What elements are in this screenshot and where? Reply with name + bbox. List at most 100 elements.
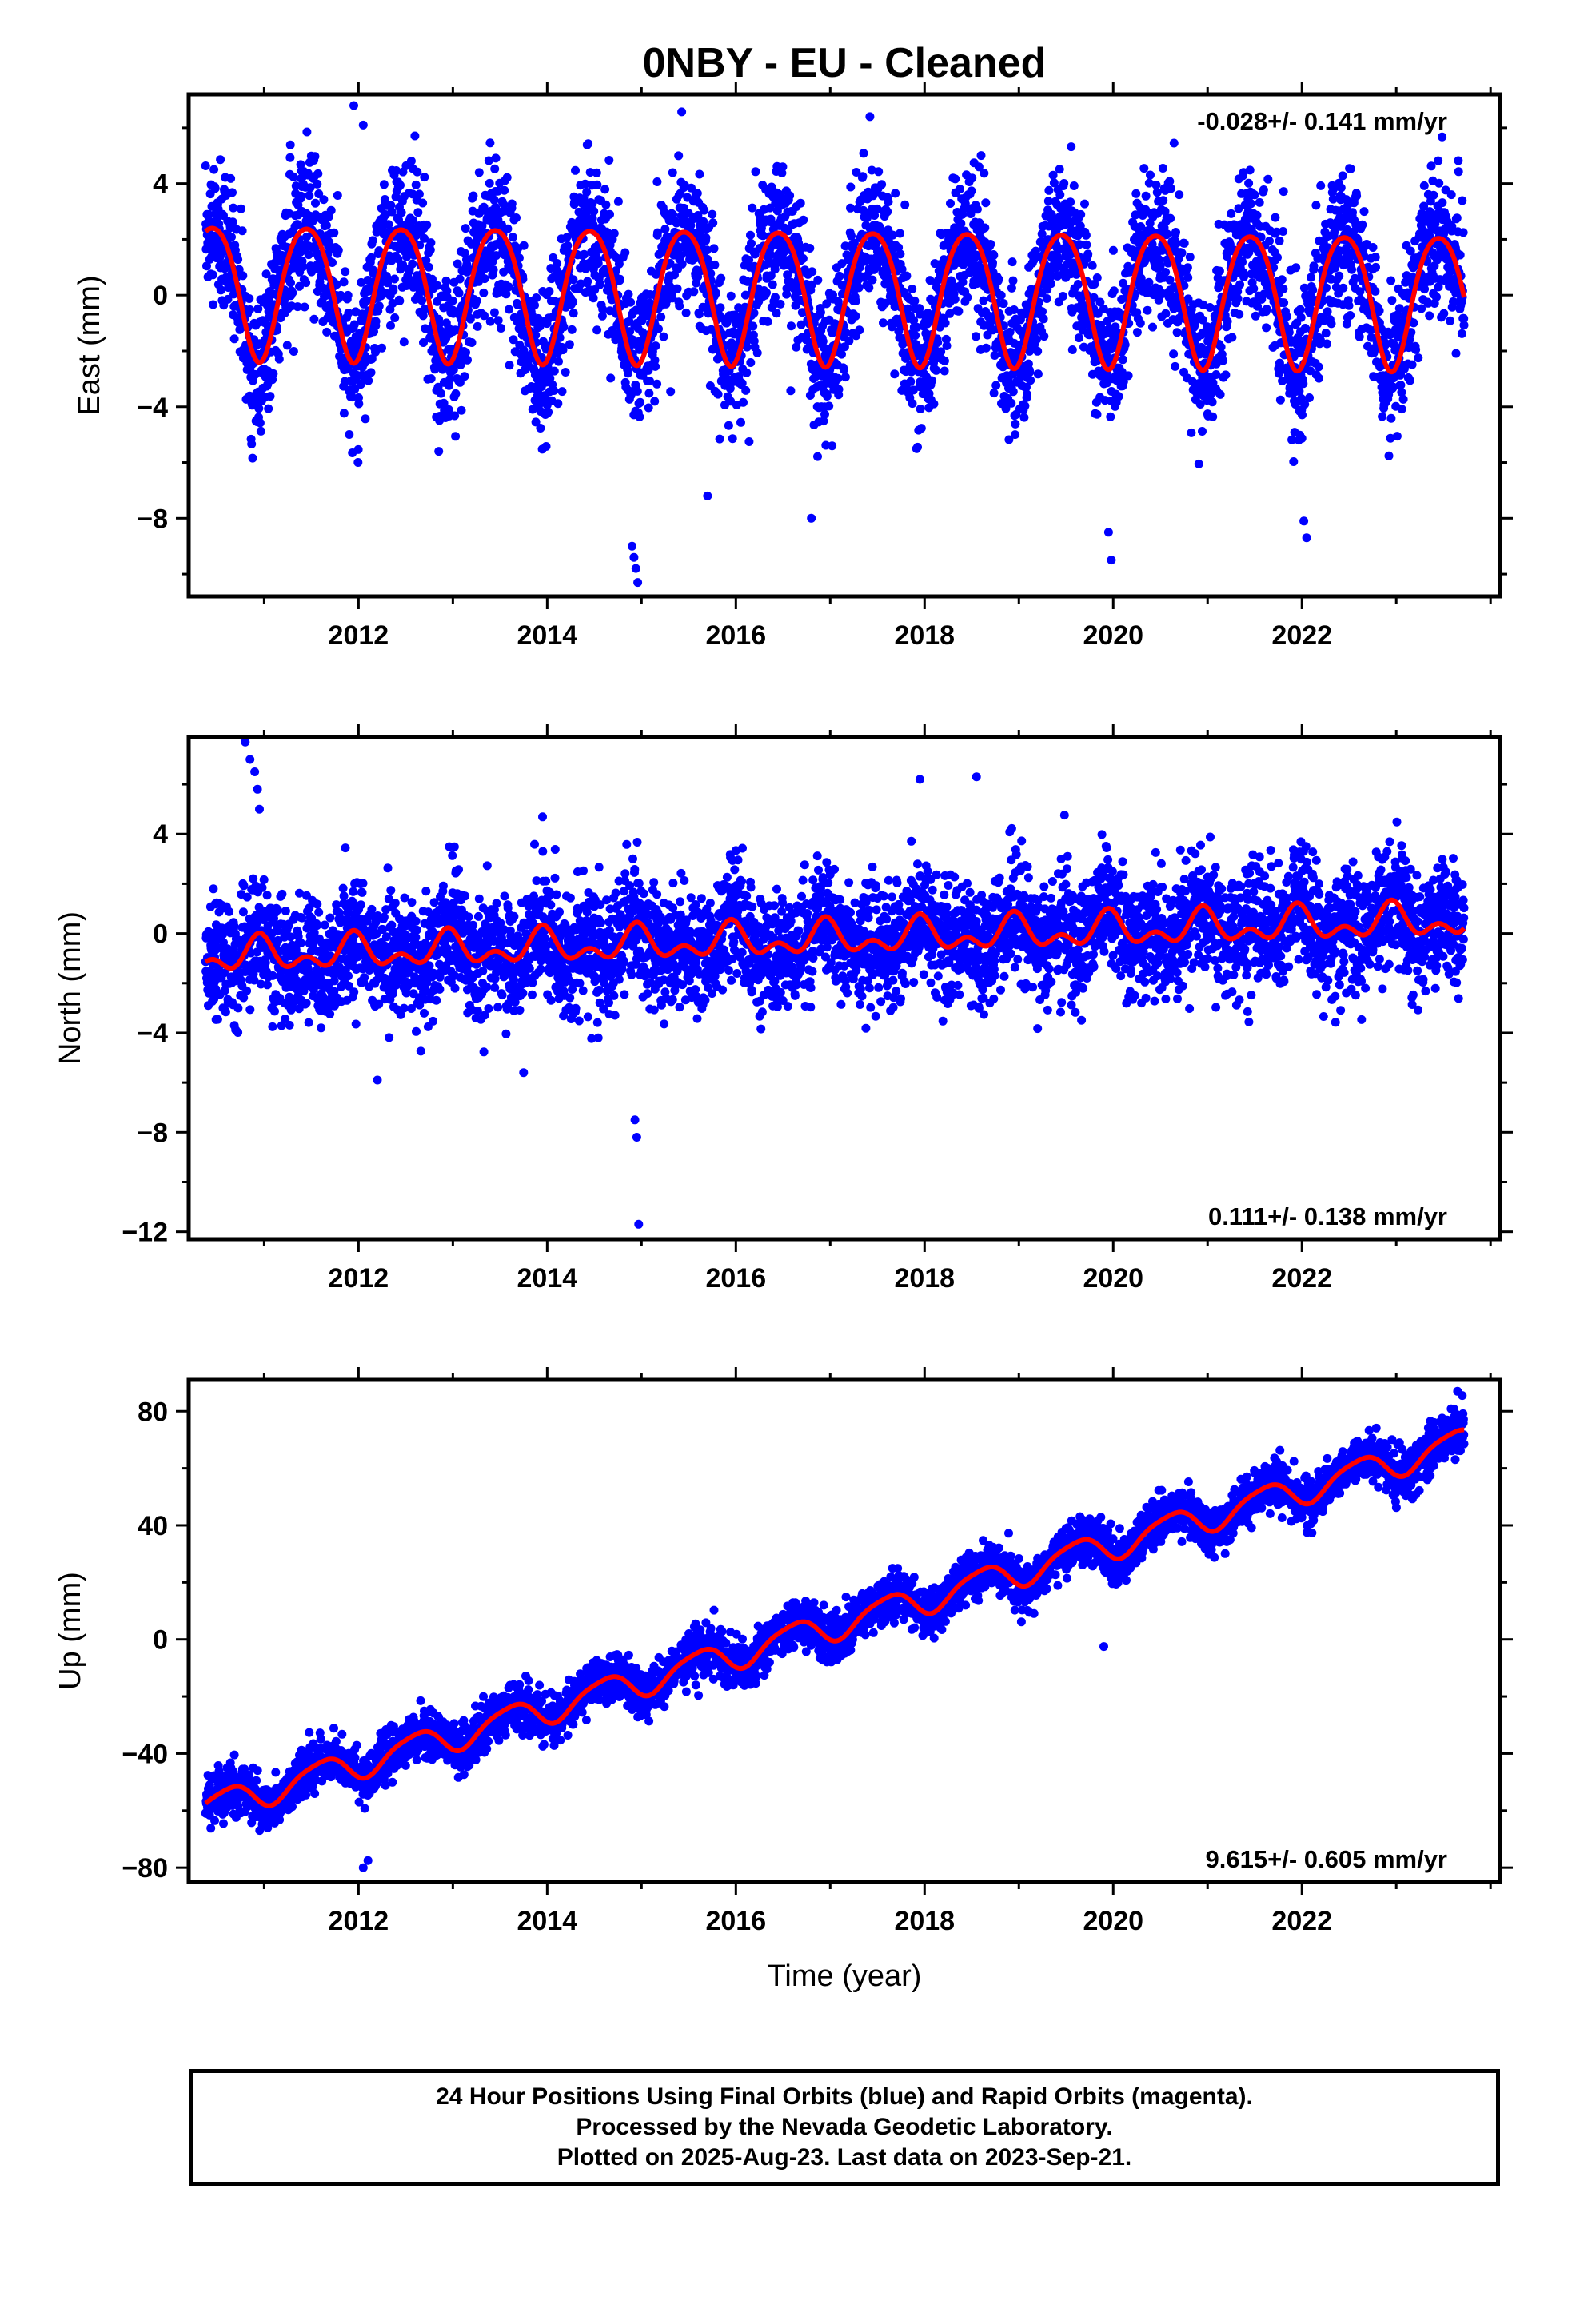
east-data-point — [900, 201, 909, 209]
east-data-point — [1439, 309, 1448, 318]
east-data-point — [1234, 294, 1243, 303]
east-data-point — [799, 254, 808, 263]
east-data-point — [489, 265, 498, 274]
north-points — [201, 738, 1469, 1229]
east-outlier-point — [359, 121, 368, 130]
east-data-point — [1458, 329, 1466, 338]
east-data-point — [553, 399, 562, 408]
east-data-point — [377, 344, 386, 353]
east-data-point — [968, 173, 976, 182]
east-data-point — [455, 289, 464, 297]
east-data-point — [1235, 310, 1243, 319]
east-x-tick-label: 2012 — [329, 620, 389, 651]
east-data-point — [1070, 181, 1079, 190]
east-data-point — [1143, 306, 1152, 315]
east-data-point — [1059, 179, 1068, 188]
east-data-point — [951, 295, 960, 304]
east-data-point — [1447, 190, 1456, 199]
east-data-point — [437, 389, 445, 398]
east-data-point — [1299, 379, 1307, 388]
east-data-point — [1136, 319, 1145, 328]
east-data-point — [372, 317, 381, 326]
east-data-point — [457, 406, 466, 415]
east-data-point — [1009, 387, 1018, 396]
north-data-point — [261, 959, 270, 967]
east-data-point — [1399, 395, 1408, 404]
east-data-point — [701, 233, 710, 242]
east-data-point — [954, 307, 963, 316]
east-data-point — [600, 185, 609, 193]
east-data-point — [852, 297, 860, 305]
east-data-point — [771, 265, 780, 273]
north-data-point — [213, 1015, 222, 1024]
east-data-point — [594, 259, 603, 268]
east-data-point — [503, 225, 512, 233]
east-data-point — [727, 292, 736, 301]
east-data-point — [1244, 179, 1253, 188]
east-data-point — [834, 374, 843, 383]
east-data-point — [449, 297, 457, 305]
east-data-point — [1161, 309, 1170, 318]
east-data-point — [1308, 285, 1317, 294]
east-data-point — [917, 424, 926, 433]
east-data-point — [269, 369, 277, 378]
east-data-point — [333, 191, 342, 200]
east-data-point — [410, 132, 419, 141]
east-data-point — [994, 275, 1003, 284]
east-data-point — [1047, 279, 1055, 288]
east-data-point — [911, 331, 920, 340]
east-data-point — [1432, 293, 1441, 301]
east-data-point — [614, 197, 623, 206]
east-data-point — [247, 440, 256, 448]
east-outlier-point — [629, 553, 638, 562]
north-data-point — [263, 980, 272, 989]
east-data-point — [1460, 321, 1469, 329]
east-data-point — [852, 312, 860, 321]
east-data-point — [1296, 305, 1305, 314]
east-data-point — [1275, 237, 1284, 245]
east-data-point — [1131, 189, 1140, 198]
east-data-point — [844, 337, 853, 345]
east-data-point — [991, 351, 999, 360]
east-outlier-point — [633, 578, 642, 587]
east-data-point — [344, 291, 353, 300]
east-data-point — [1265, 237, 1274, 245]
east-data-point — [1278, 275, 1287, 284]
east-data-point — [823, 392, 832, 401]
east-data-point — [285, 153, 294, 162]
east-data-point — [1055, 190, 1064, 199]
east-data-point — [1434, 282, 1443, 291]
east-data-point — [1411, 345, 1420, 354]
east-data-point — [396, 181, 405, 189]
east-data-point — [805, 244, 814, 253]
east-data-point — [592, 181, 601, 189]
east-data-point — [560, 323, 569, 332]
east-data-point — [1322, 329, 1331, 337]
east-data-point — [1039, 332, 1048, 341]
east-data-point — [913, 443, 922, 452]
east-data-point — [941, 319, 950, 328]
east-data-point — [644, 389, 653, 397]
north-data-point — [225, 907, 233, 916]
east-data-point — [968, 186, 976, 195]
east-data-point — [451, 432, 460, 440]
north-data-point — [229, 922, 238, 931]
east-data-point — [1385, 452, 1394, 460]
east-data-point — [1459, 228, 1468, 237]
east-data-point — [820, 410, 829, 419]
east-data-point — [610, 229, 619, 238]
east-data-point — [874, 167, 883, 176]
east-data-point — [461, 348, 470, 357]
east-data-point — [334, 246, 343, 255]
east-data-point — [1159, 164, 1167, 173]
east-data-point — [1310, 261, 1319, 270]
east-outlier-point — [1104, 528, 1113, 536]
east-data-point — [846, 183, 855, 192]
east-data-point — [201, 161, 210, 170]
east-data-point — [1406, 376, 1414, 385]
east-data-point — [1291, 263, 1300, 272]
east-data-point — [864, 284, 873, 293]
east-data-point — [380, 180, 389, 189]
east-outlier-point — [628, 542, 636, 551]
